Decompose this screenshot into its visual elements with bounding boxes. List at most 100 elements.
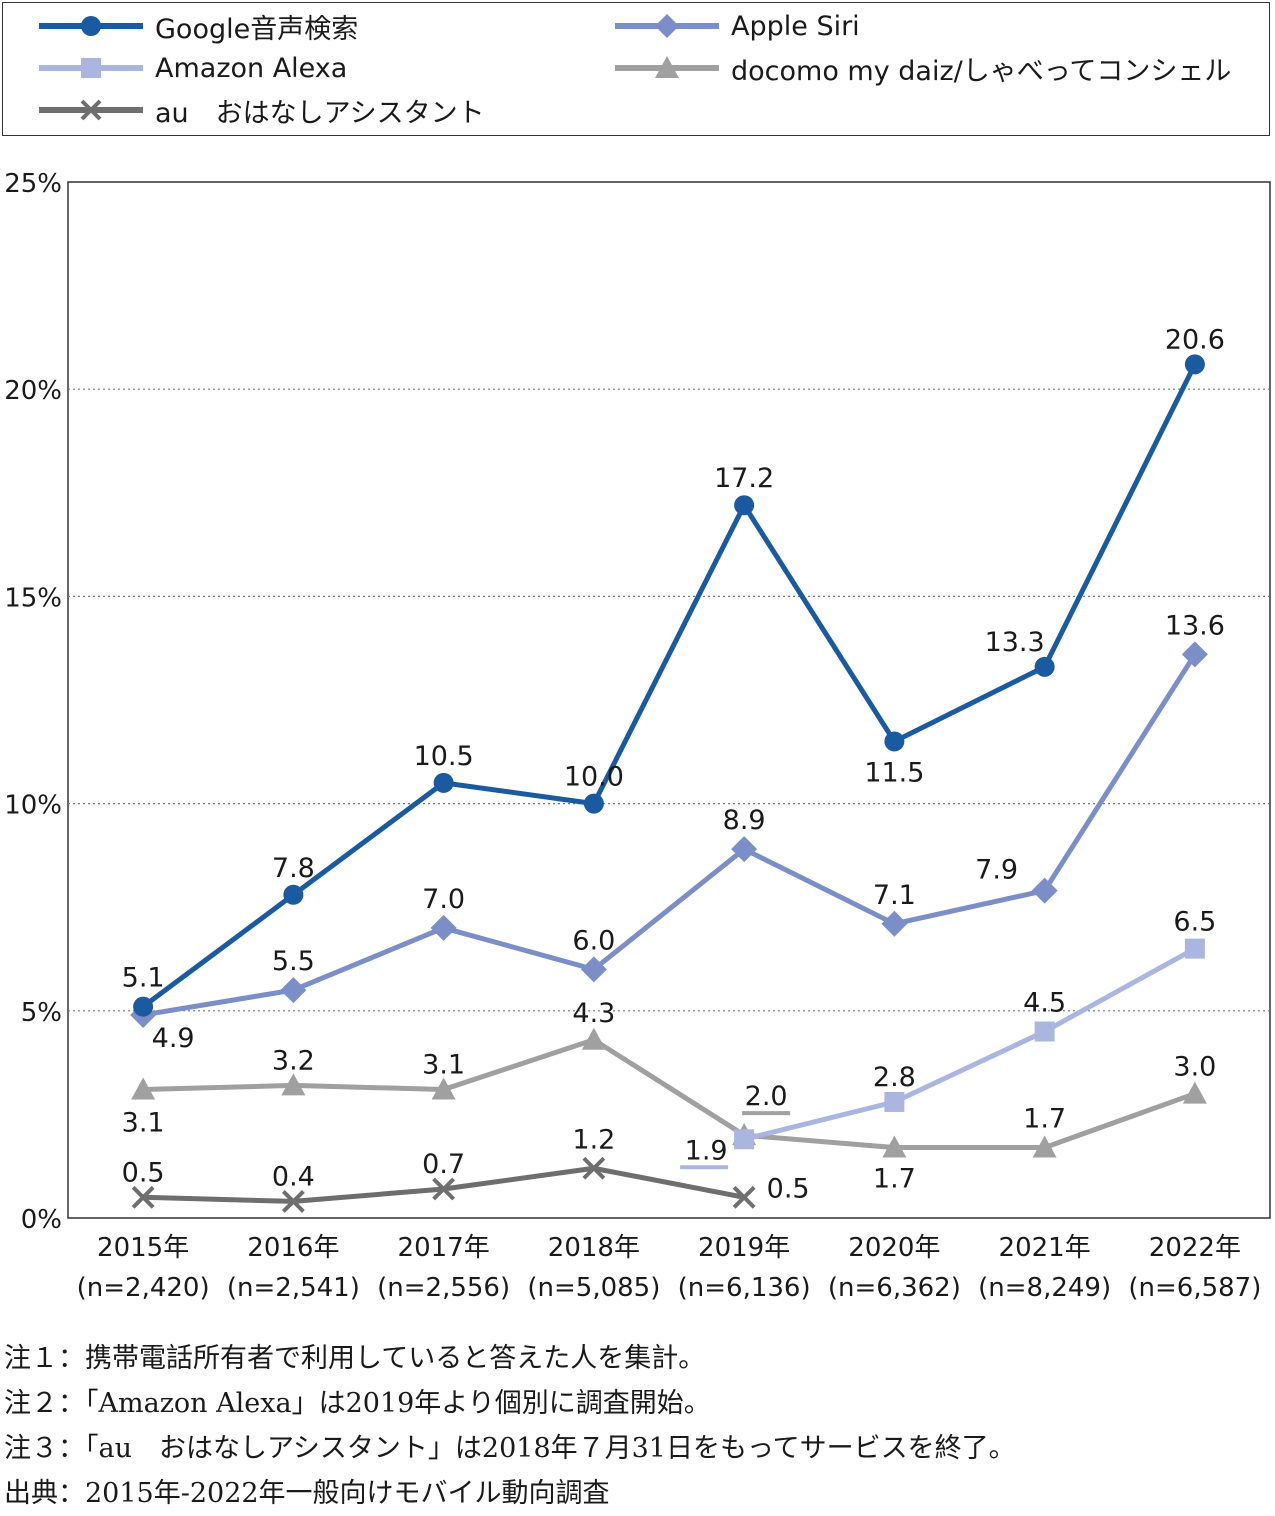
data-point	[882, 1135, 907, 1158]
legend-marker-square-icon	[39, 58, 143, 78]
x-tick-sample-size: (n=8,249)	[978, 1273, 1111, 1303]
data-point	[884, 731, 905, 752]
data-point	[430, 914, 457, 941]
data-label: 17.2	[714, 463, 774, 494]
x-tick-label: 2016年	[247, 1233, 339, 1263]
series-line	[743, 946, 1197, 1142]
legend-marker-triangle-icon	[615, 56, 719, 78]
line-chart: 0% 5% 10% 15% 20% 25% 2015年 (n=2,420) 2016年 (n=2,…	[4, 169, 1271, 1303]
data-point	[580, 956, 607, 983]
y-tick-label: 25%	[4, 169, 62, 199]
x-tick-sample-size: (n=6,362)	[828, 1273, 961, 1303]
plot-frame	[67, 181, 1271, 1219]
data-point	[1031, 877, 1058, 904]
data-point	[582, 1156, 606, 1180]
note-2: 注２：「Amazon Alexa」は2019年より個別に調査開始。	[4, 1388, 711, 1419]
data-point	[1182, 1081, 1207, 1104]
legend-item-alexa: Amazon Alexa	[37, 52, 348, 84]
chart-notes: 注１：携帯電話所有者で利用していると答えた人を集計。 注２：「Amazon Al…	[4, 1336, 1269, 1516]
data-label: 7.0	[422, 884, 465, 915]
data-point	[1034, 1021, 1055, 1042]
data-label: 20.6	[1165, 324, 1225, 355]
legend-marker-diamond-icon	[615, 14, 719, 38]
data-point	[583, 793, 604, 814]
data-label: 7.9	[975, 855, 1018, 886]
y-tick-label: 20%	[4, 376, 62, 406]
y-tick-label: 5%	[21, 998, 62, 1028]
data-point	[881, 910, 908, 937]
data-point	[1032, 1135, 1057, 1158]
data-label: 0.5	[122, 1157, 165, 1188]
data-label: 11.5	[864, 757, 924, 788]
note-1: 注１：携帯電話所有者で利用していると答えた人を集計。	[4, 1343, 706, 1374]
x-tick-label: 2022年	[1149, 1233, 1241, 1263]
data-point	[133, 996, 154, 1017]
chart-legend: Google音声検索 Apple Siri Amazon Alexa docom…	[2, 2, 1270, 136]
data-label: 6.0	[572, 925, 615, 956]
data-label: 6.5	[1173, 907, 1216, 938]
data-label: 1.2	[572, 1124, 615, 1155]
data-point	[1181, 641, 1208, 668]
data-label: 5.5	[272, 946, 315, 977]
series-line	[141, 363, 1198, 1009]
data-label: 0.4	[272, 1161, 315, 1192]
data-point	[283, 884, 304, 905]
data-label: 2.0	[745, 1081, 788, 1112]
source-note: 出典：2015年-2022年一般向けモバイル動向調査	[4, 1478, 610, 1509]
x-tick-label: 2017年	[398, 1233, 490, 1263]
data-point	[281, 1073, 306, 1096]
x-tick-sample-size: (n=2,556)	[377, 1273, 510, 1303]
data-label: 4.9	[152, 1023, 195, 1054]
data-point	[1184, 354, 1205, 375]
data-label: 1.7	[1023, 1104, 1066, 1135]
data-point	[734, 1129, 755, 1150]
data-label: 3.2	[272, 1045, 315, 1076]
data-point	[732, 1185, 756, 1209]
series-line	[143, 1037, 1196, 1151]
x-tick-label: 2019年	[698, 1233, 790, 1263]
data-point	[432, 1177, 456, 1201]
data-label: 0.5	[767, 1173, 810, 1204]
x-tick-label: 2015年	[97, 1233, 189, 1263]
data-label: 4.3	[572, 998, 615, 1029]
y-tick-label: 15%	[4, 583, 62, 613]
data-label: 13.6	[1165, 610, 1225, 641]
data-label: 5.1	[122, 963, 165, 994]
legend-item-au: au おはなしアシスタント	[37, 95, 485, 129]
legend-marker-circle-icon	[39, 16, 143, 36]
data-label: 1.9	[685, 1135, 728, 1166]
legend-label-au: au おはなしアシスタント	[155, 97, 485, 129]
x-tick-label: 2020年	[848, 1233, 940, 1263]
data-point	[131, 1077, 156, 1100]
y-tick-label: 0%	[21, 1205, 62, 1235]
data-point	[131, 1185, 155, 1209]
series-line	[142, 653, 1197, 1018]
data-point	[1034, 656, 1055, 677]
data-label: 3.1	[422, 1050, 465, 1081]
data-point	[431, 1077, 456, 1100]
x-tick-sample-size: (n=2,541)	[227, 1273, 360, 1303]
note-3: 注３：「au おはなしアシスタント」は2018年７月31日をもってサービスを終了…	[4, 1433, 1016, 1464]
legend-label-alexa: Amazon Alexa	[155, 52, 348, 84]
data-label: 2.8	[873, 1062, 916, 1093]
data-point	[280, 977, 307, 1004]
data-label: 3.0	[1173, 1052, 1216, 1083]
data-label: 13.3	[985, 627, 1045, 658]
y-tick-label: 10%	[4, 791, 62, 821]
legend-item-docomo: docomo my daiz/しゃべってコンシェル	[613, 53, 1231, 87]
legend-item-siri: Apple Siri	[613, 11, 860, 42]
data-label: 4.5	[1023, 988, 1066, 1019]
data-label: 1.7	[873, 1164, 916, 1195]
x-tick-label: 2021年	[999, 1233, 1091, 1263]
legend-item-google: Google音声検索	[37, 11, 358, 45]
data-point	[433, 772, 454, 793]
x-tick-sample-size: (n=6,136)	[678, 1273, 811, 1303]
legend-marker-x-icon	[39, 99, 143, 121]
data-point	[1184, 938, 1205, 959]
x-tick-sample-size: (n=2,420)	[77, 1273, 210, 1303]
data-point	[731, 836, 758, 863]
legend-label-docomo: docomo my daiz/しゃべってコンシェル	[731, 55, 1232, 87]
data-point	[281, 1190, 305, 1213]
data-point	[884, 1091, 905, 1112]
data-point	[734, 495, 755, 516]
